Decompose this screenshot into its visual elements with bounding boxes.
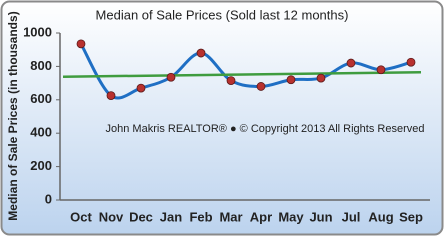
data-point — [316, 73, 326, 83]
y-axis-label: Median of Sale Prices (in thousands) — [6, 11, 20, 220]
x-tick-label: Sep — [399, 209, 423, 224]
x-tick-label: Nov — [99, 209, 124, 224]
plot-area: 0 200 400 600 800 1000 Oct Nov Dec Jan Feb Mar Apr Ma… — [23, 24, 430, 224]
data-point — [106, 91, 116, 101]
x-tick-label: May — [278, 209, 304, 224]
y-tick-label: 600 — [30, 91, 52, 106]
chart-frame — [0, 0, 444, 236]
data-point — [406, 57, 416, 67]
x-tick-label: Jun — [309, 209, 332, 224]
x-tick-label: Jan — [160, 209, 182, 224]
x-tick-label: Aug — [368, 209, 393, 224]
x-tick-label: Oct — [70, 209, 92, 224]
data-point — [166, 72, 176, 82]
annotation: John Makris REALTOR® ● © Copyright 2013 … — [106, 123, 425, 135]
data-point — [76, 39, 86, 49]
x-tick-label: Jul — [342, 209, 361, 224]
data-point — [256, 82, 266, 91]
y-tick-label: 800 — [30, 58, 52, 73]
data-point — [286, 75, 296, 85]
x-tick-label: Mar — [219, 209, 242, 224]
data-point — [226, 76, 236, 85]
x-tick-label: Apr — [250, 209, 272, 224]
data-point — [196, 48, 206, 58]
x-tick-label: Feb — [189, 209, 212, 224]
chart-title: Median of Sale Prices (Sold last 12 mont… — [96, 7, 349, 22]
y-tick-label: 1000 — [23, 24, 52, 39]
y-tick-label: 0 — [45, 191, 52, 206]
y-tick-label: 400 — [30, 125, 52, 140]
chart: Median of Sale Prices (Sold last 12 mont… — [0, 0, 444, 236]
y-tick-label: 200 — [30, 158, 52, 173]
x-tick-label: Dec — [129, 209, 153, 224]
data-point — [346, 58, 356, 68]
trend-line — [62, 70, 422, 79]
data-point — [136, 83, 146, 93]
data-point — [376, 65, 386, 75]
